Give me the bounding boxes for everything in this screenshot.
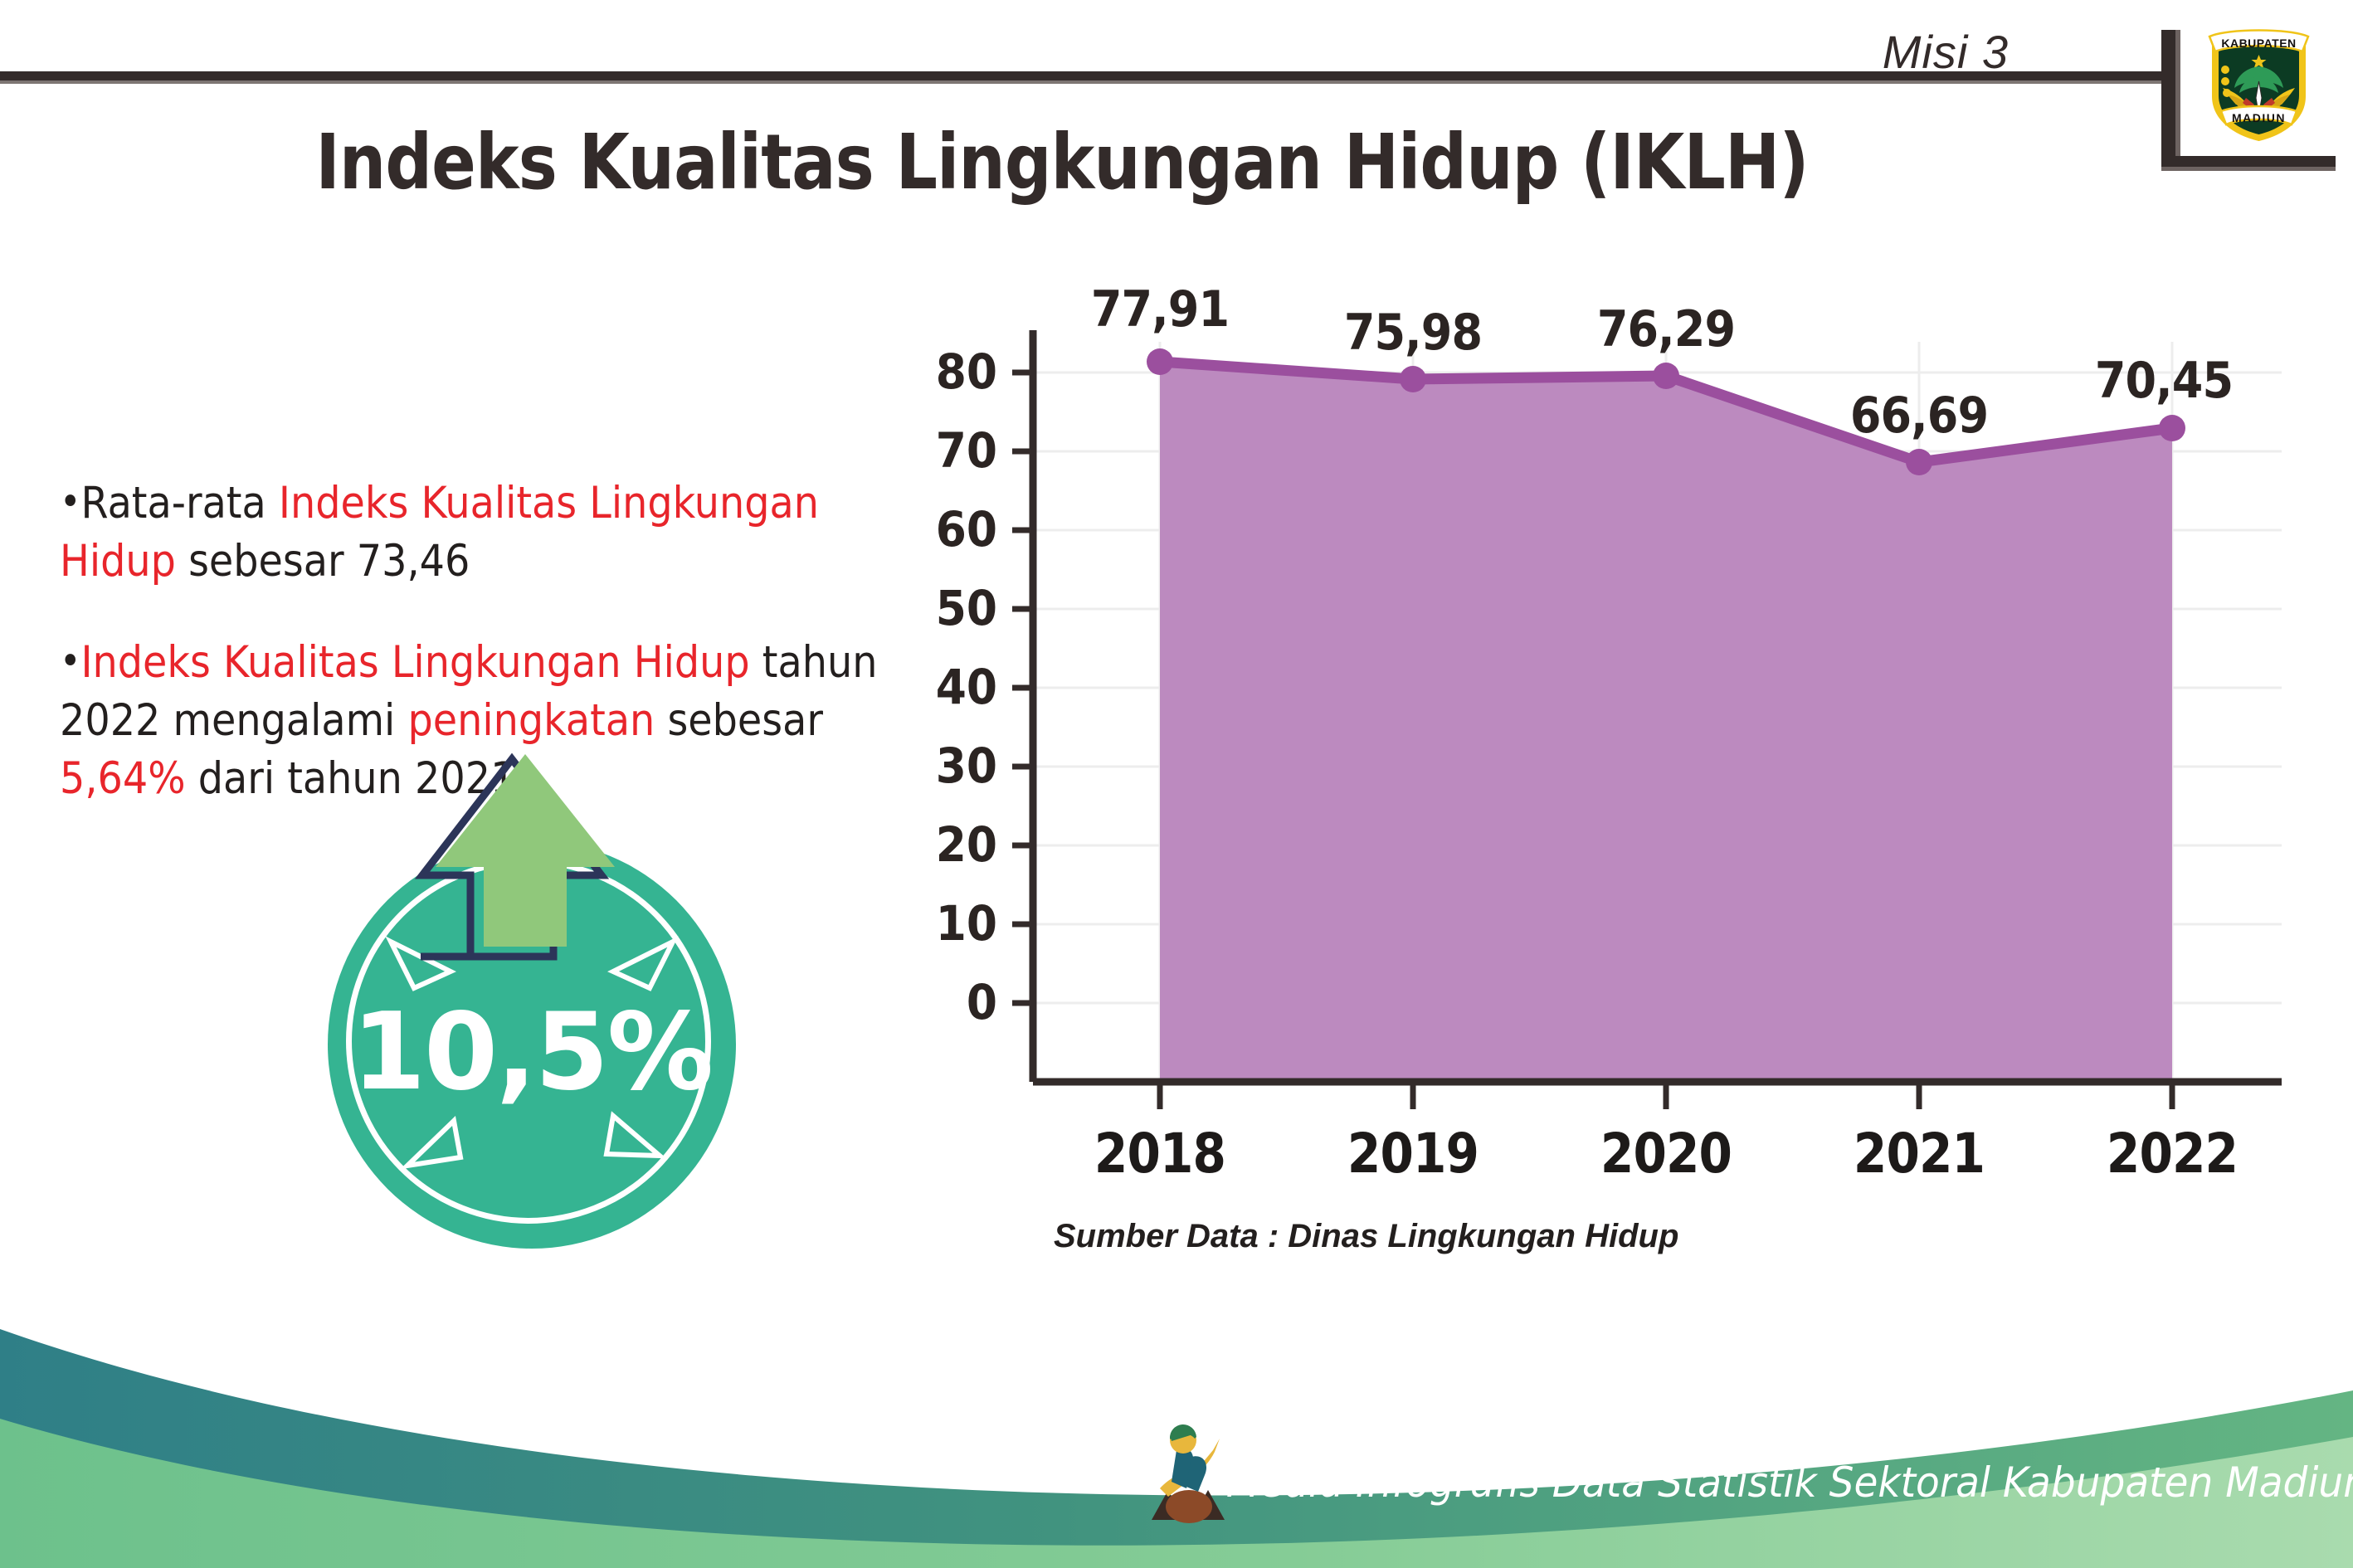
x-tick-label-2019: 2019 (1347, 1122, 1479, 1186)
bullet-marker: • (60, 638, 81, 685)
y-axis-ticks (1012, 369, 1033, 1006)
area-fill (1160, 362, 2172, 1082)
kabupaten-madiun-emblem-icon: KABUPATEN MADIUN (2203, 18, 2315, 143)
bullet-text-2f: dari tahun 2021 (185, 752, 516, 804)
svg-text:KABUPATEN: KABUPATEN (2221, 37, 2296, 50)
y-tick-label-30: 30 (935, 738, 997, 794)
bullet-marker: • (60, 479, 81, 526)
data-label-2018: 77,91 (1090, 280, 1230, 338)
data-label-2022: 70,45 (2094, 352, 2234, 410)
x-axis-ticks (1157, 1082, 2175, 1109)
bullet-list: •Rata-rata Indeks Kualitas Lingkungan Hi… (60, 475, 989, 851)
chart-source-note: Sumber Data : Dinas Lingkungan Hidup (1054, 1218, 1679, 1254)
bracket-horizontal-bar (2161, 156, 2336, 171)
bullet-text-2b: tahun 2022 mengalami (60, 636, 878, 746)
svg-text:MADIUN: MADIUN (2232, 111, 2286, 124)
mission-label: Misi 3 (1882, 26, 2009, 78)
bullet-item-increase: •Indeks Kualitas Lingkungan Hidup tahun … (60, 634, 896, 808)
y-tick-label-80: 80 (935, 343, 997, 400)
bullet-item-average: •Rata-rata Indeks Kualitas Lingkungan Hi… (60, 475, 896, 591)
y-tick-label-70: 70 (935, 422, 997, 479)
bullet-text-2c: peningkatan (407, 694, 655, 746)
badge-sparkle-arrows (385, 752, 679, 1170)
data-label-2021: 66,69 (1849, 387, 1989, 445)
header-divider-rule (0, 71, 2175, 84)
y-tick-label-0: 0 (966, 974, 997, 1030)
media-infografis-logo-icon (1152, 1424, 1225, 1523)
chart-canvas (1012, 330, 2282, 1109)
data-label-2019: 75,98 (1343, 304, 1483, 362)
x-tick-label-2022: 2022 (2106, 1122, 2239, 1186)
y-tick-label-50: 50 (935, 580, 997, 636)
bullet-text-2d: sebesar (655, 694, 823, 746)
increase-badge: 10,5% (328, 751, 747, 1249)
bullet-text-2e: 5,64% (60, 752, 186, 804)
y-tick-label-20: 20 (935, 816, 997, 873)
footer-caption: Media Infografis Data Statistik Sektoral… (1226, 1458, 2353, 1507)
bullet-text-2a: Indeks Kualitas Lingkungan Hidup (80, 636, 750, 688)
badge-percentage-value: 10,5% (351, 991, 714, 1114)
bracket-vertical-bar (2161, 30, 2180, 167)
iklh-area-chart: 0 10 20 30 40 50 60 70 80 2018 2019 2020… (936, 280, 2290, 1188)
page-title: Indeks Kualitas Lingkungan Hidup (IKLH) (315, 118, 1809, 207)
y-tick-label-10: 10 (935, 895, 997, 952)
bullet-text-1a: Rata-rata (80, 478, 279, 528)
y-tick-label-60: 60 (935, 501, 997, 558)
series-markers (1147, 348, 2185, 475)
y-tick-label-40: 40 (935, 659, 997, 715)
x-tick-label-2018: 2018 (1094, 1122, 1226, 1186)
header-corner-bracket (2161, 30, 2353, 171)
x-tick-label-2021: 2021 (1853, 1122, 1985, 1186)
x-tick-label-2020: 2020 (1600, 1122, 1732, 1186)
data-label-2020: 76,29 (1596, 300, 1736, 358)
footer-wave-decoration (0, 1329, 2353, 1568)
bullet-text-1c: sebesar 73,46 (175, 535, 470, 587)
bullet-text-1b: Indeks Kualitas Lingkungan Hidup (60, 478, 819, 587)
